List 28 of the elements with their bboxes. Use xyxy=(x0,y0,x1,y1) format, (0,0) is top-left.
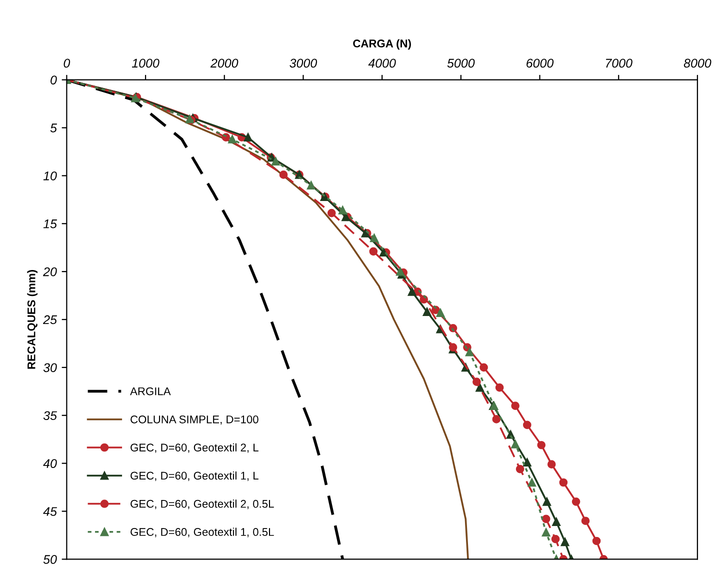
x-tick-label: 4000 xyxy=(368,58,396,68)
x-tick-label: 6000 xyxy=(526,58,554,68)
legend-label: ARGILA xyxy=(130,387,171,396)
y-tick-label: 10 xyxy=(43,171,57,180)
x-tick-label: 8000 xyxy=(684,58,712,68)
y-tick-label: 15 xyxy=(43,220,58,228)
y-tick-label: 0 xyxy=(50,76,57,84)
legend-label: GEC, D=60, Geotextil 1, 0.5L xyxy=(130,528,274,538)
y-tick-label: 50 xyxy=(43,555,57,564)
y-tick-label: 30 xyxy=(43,363,57,372)
x-tick-label: 0 xyxy=(64,58,70,68)
y-tick-label: 25 xyxy=(43,315,58,324)
y-tick-label: 5 xyxy=(50,124,58,132)
y-tick-label: 40 xyxy=(43,459,57,468)
legend-label: GEC, D=60, Geotextil 1, L xyxy=(130,471,258,481)
x-tick-label: 7000 xyxy=(606,58,632,68)
x-tick-label: 1000 xyxy=(132,58,160,68)
y-tick-label: 45 xyxy=(43,507,58,516)
x-axis-title: CARGA (N) xyxy=(353,39,411,50)
x-tick-label: 2000 xyxy=(210,58,238,68)
y-axis-title: RECALQUES (mm) xyxy=(27,270,38,369)
legend-label: COLUNA SIMPLE, D=100 xyxy=(130,415,258,425)
y-tick-label: 35 xyxy=(43,411,58,420)
legend-label: GEC, D=60, Geotextil 2, L xyxy=(130,443,258,453)
legend-label: GEC, D=60, Geotextil 2, 0.5L xyxy=(130,500,274,510)
x-tick-label: 5000 xyxy=(447,58,475,68)
x-tick-label: 3000 xyxy=(290,58,318,68)
y-tick-label: 20 xyxy=(43,267,57,276)
